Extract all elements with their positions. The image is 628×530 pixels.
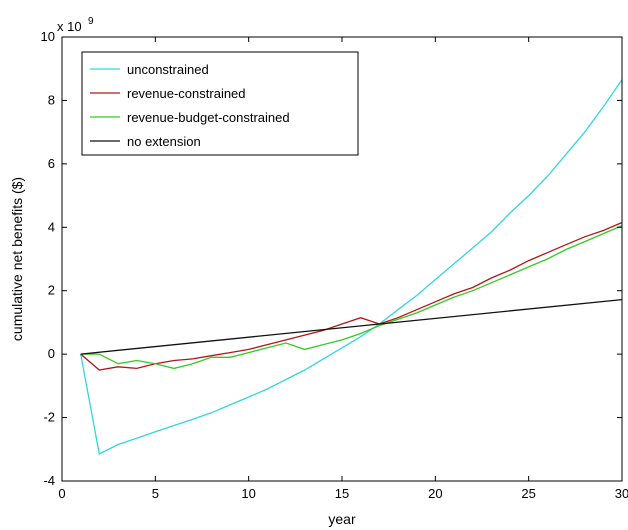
legend-label: unconstrained [127,62,209,77]
x-axis-label: year [328,511,356,527]
y-tick-label: 8 [48,92,55,107]
legend-box [81,51,359,156]
y-tick-label: -2 [43,410,55,425]
x-tick-label: 20 [428,486,442,501]
series-line-no-extension [80,298,623,355]
y-axis-ticks: -4 -2 0 2 4 6 8 10 [41,29,622,488]
series-line-revenue-constrained [80,221,623,371]
y-multiplier-exponent: 9 [88,16,94,27]
y-axis-label: cumulative net benefits ($) [9,177,25,341]
y-tick-label: -4 [43,473,55,488]
x-tick-label: 15 [335,486,349,501]
y-tick-label: 2 [48,283,55,298]
legend-label: revenue-budget-constrained [127,110,290,125]
y-axis-multiplier: x 10 9 [57,16,94,34]
x-tick-label: 10 [241,486,255,501]
y-tick-label: 0 [48,346,55,361]
x-axis-ticks: 0 5 10 15 20 25 30 [58,37,628,501]
y-tick-label: 4 [48,219,55,234]
x-tick-label: 0 [58,486,65,501]
x-tick-label: 5 [152,486,159,501]
x-tick-label: 30 [615,486,628,501]
legend-label: no extension [127,134,201,149]
plot-lines [80,79,623,455]
series-line-unconstrained [80,79,623,455]
x-tick-label: 25 [521,486,535,501]
legend-label: revenue-constrained [127,86,246,101]
y-multiplier-base: x 10 [57,19,82,34]
y-tick-label: 6 [48,156,55,171]
y-tick-label: 10 [41,29,55,44]
legend: unconstrained revenue-constrained revenue-… [81,51,359,156]
series-line-revenue-budget-constrained [80,225,623,370]
